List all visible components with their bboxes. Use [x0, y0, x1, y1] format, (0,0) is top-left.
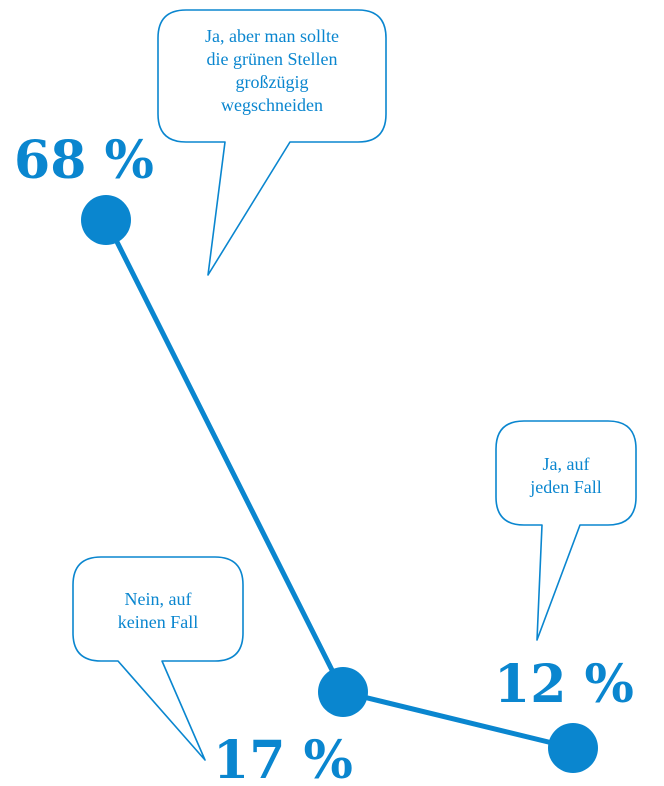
data-label-layer: 68 % 17 % 12 % — [14, 130, 634, 786]
annotation-layer: Ja, aber man sollte die grünen Stellen gro… — [72, 9, 637, 761]
data-point-3 — [548, 723, 598, 773]
data-point-2 — [318, 667, 368, 717]
bubble-text-line: Nein, auf — [125, 589, 192, 609]
data-label-2: 17 % — [213, 730, 353, 786]
annotation-bubble-3: Ja, auf jeden Fall — [495, 420, 637, 641]
bubble-text-line: keinen Fall — [118, 612, 198, 632]
bubble-text-line: jeden Fall — [529, 477, 601, 497]
annotation-bubble-2: Nein, auf keinen Fall — [72, 556, 244, 761]
series-layer — [81, 195, 598, 773]
data-label-3: 12 % — [494, 654, 634, 715]
bubble-shape — [495, 420, 637, 641]
bubble-text-line: wegschneiden — [221, 95, 323, 115]
bubble-text-line: Ja, auf — [543, 454, 590, 474]
bubble-shape — [157, 9, 387, 276]
annotation-bubble-1: Ja, aber man sollte die grünen Stellen gro… — [157, 9, 387, 276]
data-point-1 — [81, 195, 131, 245]
bubble-text-line: die grünen Stellen — [207, 49, 338, 69]
bubble-text-line: Ja, aber man sollte — [205, 26, 339, 46]
bubble-shape — [72, 556, 244, 761]
bubble-text-line: großzügig — [236, 72, 309, 92]
data-label-1: 68 % — [14, 130, 154, 191]
